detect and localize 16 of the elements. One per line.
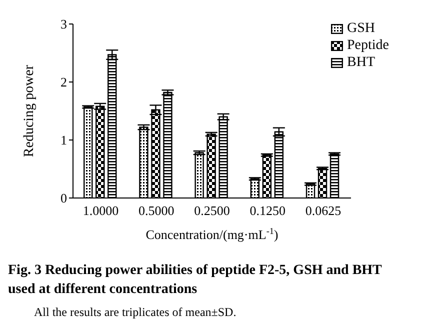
legend-label: Peptide: [347, 38, 389, 54]
x-axis-title: Concentration/(mg·mL$^{-1}$): [146, 226, 278, 242]
y-tick-label: 1: [60, 132, 67, 148]
x-tick-label: 1.0000: [82, 203, 119, 218]
x-tick-label: 0.2500: [194, 203, 230, 218]
legend-label: BHT: [347, 54, 375, 70]
caption: Fig. 3 Reducing power abilities of peptide F2-5, GSH and BHT used at different concentrations: [8, 262, 383, 299]
y-tick-label: 3: [60, 16, 67, 32]
legend-label: GSH: [347, 20, 376, 36]
text: All the results are triplicates of mean±SD.: [34, 305, 238, 320]
x-tick-label: 0.1250: [250, 203, 286, 218]
x-tick-label: 0.5000: [138, 203, 174, 218]
y-tick-label: 2: [60, 74, 67, 90]
x-tick-label: 0.0625: [305, 203, 342, 218]
y-tick-label: 0: [60, 190, 67, 206]
y-axis-title: Reducing power: [22, 64, 37, 158]
